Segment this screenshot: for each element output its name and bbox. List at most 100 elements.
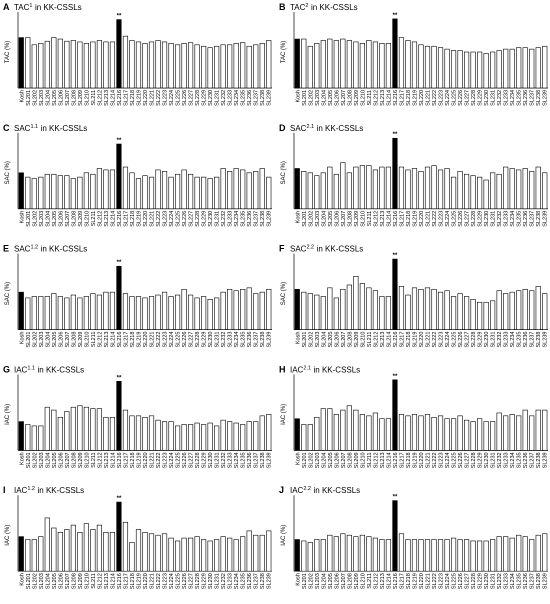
x-tick-label: SL222 xyxy=(156,211,162,227)
bar xyxy=(18,291,24,330)
bar xyxy=(253,293,259,330)
title-sup: 1.2 xyxy=(27,486,35,492)
bar xyxy=(333,40,339,89)
bar xyxy=(83,296,89,330)
bar xyxy=(90,173,96,210)
x-tick-label: SL231 xyxy=(215,573,221,589)
x-tick-label: SL226 xyxy=(458,90,464,106)
x-tick-label: SL205 xyxy=(52,573,58,589)
x-tick-label: SL214 xyxy=(110,211,116,227)
bar xyxy=(64,40,70,89)
y-axis-label: IAC (%) xyxy=(281,525,287,546)
x-tick-label: SL232 xyxy=(497,211,503,227)
bar xyxy=(529,290,535,330)
x-tick-label: SL202 xyxy=(308,332,314,348)
bar xyxy=(31,425,37,451)
bar xyxy=(535,409,541,451)
x-tick-label: SL226 xyxy=(458,332,464,348)
x-tick-label: SL211 xyxy=(91,90,97,106)
x-tick-label: SL222 xyxy=(432,573,438,589)
bar xyxy=(431,416,437,451)
bar xyxy=(70,524,76,572)
x-tick-label: SL224 xyxy=(445,90,451,106)
x-tick-label: SL224 xyxy=(445,452,451,468)
bar xyxy=(168,537,174,572)
x-tick-label: SL232 xyxy=(221,573,227,589)
bar xyxy=(346,172,352,210)
bar xyxy=(96,294,102,330)
bar xyxy=(181,537,187,572)
bar xyxy=(424,539,431,572)
bar xyxy=(129,296,135,330)
bar xyxy=(307,45,313,89)
x-tick-label: SL225 xyxy=(452,211,458,227)
x-tick-label: SL218 xyxy=(130,573,136,589)
bar xyxy=(233,43,239,89)
bar xyxy=(431,288,437,330)
significance-mark: ** xyxy=(117,496,122,502)
x-tick-label: SL236 xyxy=(523,90,529,106)
bar xyxy=(516,290,522,330)
bar xyxy=(444,290,450,330)
bar xyxy=(240,42,246,89)
bar xyxy=(542,45,548,89)
x-tick-label: SL216 xyxy=(117,573,123,589)
bar xyxy=(418,539,424,572)
bar xyxy=(496,536,502,572)
x-tick-label: SL211 xyxy=(367,573,373,589)
x-tick-label: Kosh xyxy=(19,573,25,586)
x-tick-label: SL220 xyxy=(419,452,425,468)
bar xyxy=(116,265,122,330)
bar xyxy=(259,43,265,89)
x-tick-label: SL212 xyxy=(97,332,103,348)
bar xyxy=(477,51,483,89)
x-tick-label: SL202 xyxy=(32,573,38,589)
x-tick-label: SL204 xyxy=(321,211,327,227)
panel-title: TAC1 in KK-CSSLs xyxy=(14,3,82,12)
x-tick-label: SL205 xyxy=(52,90,58,106)
x-tick-label: SL205 xyxy=(328,332,334,348)
bar xyxy=(398,166,405,210)
bar xyxy=(129,40,135,89)
bar xyxy=(477,301,483,330)
bar xyxy=(301,291,307,330)
x-tick-label: SL239 xyxy=(267,211,273,227)
x-tick-label: SL228 xyxy=(195,452,201,468)
bar xyxy=(227,288,233,330)
bar xyxy=(25,176,31,210)
x-tick-label: SL203 xyxy=(39,452,45,468)
bar xyxy=(168,176,174,210)
bar xyxy=(340,162,346,210)
x-tick-label: SL203 xyxy=(315,211,321,227)
bar xyxy=(25,37,31,89)
x-tick-label: SL239 xyxy=(543,332,549,348)
bar xyxy=(457,50,463,89)
x-tick-label: SL223 xyxy=(439,211,445,227)
x-tick-label: Kosh xyxy=(295,332,301,345)
significance-mark: ** xyxy=(393,374,398,380)
bar xyxy=(503,536,509,572)
x-tick-label: SL221 xyxy=(426,573,432,589)
x-tick-label: SL219 xyxy=(136,332,142,348)
bar xyxy=(490,421,496,451)
x-tick-label: SL206 xyxy=(58,332,64,348)
bar xyxy=(516,47,522,89)
x-tick-label: SL221 xyxy=(150,90,156,106)
panel-label: D xyxy=(279,123,286,133)
bar xyxy=(418,288,424,330)
bar xyxy=(227,421,233,451)
bar xyxy=(201,45,207,89)
significance-mark: ** xyxy=(393,132,398,138)
x-tick-label: SL216 xyxy=(117,90,123,106)
x-tick-label: SL238 xyxy=(260,90,266,106)
x-tick-label: Kosh xyxy=(19,332,25,345)
bar xyxy=(253,534,259,572)
x-tick-label: SL211 xyxy=(367,211,373,227)
bar xyxy=(464,173,470,210)
x-tick-label: SL227 xyxy=(189,211,195,227)
bar xyxy=(340,38,346,89)
bar xyxy=(70,178,76,210)
x-tick-label: SL232 xyxy=(221,90,227,106)
bar xyxy=(301,171,307,210)
bar xyxy=(207,299,213,330)
